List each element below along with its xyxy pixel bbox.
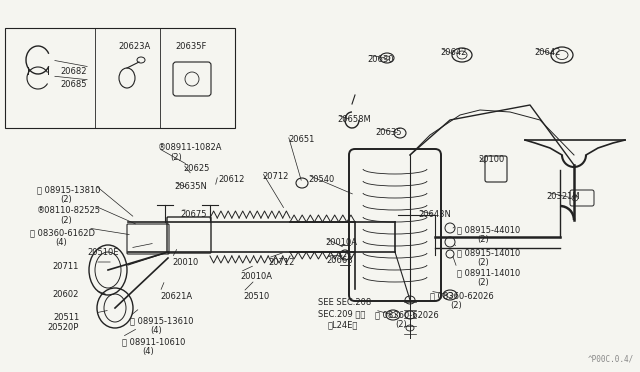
Text: Ⓟ 08915-14010: Ⓟ 08915-14010 xyxy=(457,248,520,257)
Text: Ⓝ 08915-13810: Ⓝ 08915-13810 xyxy=(37,185,100,194)
Text: 20651: 20651 xyxy=(288,135,314,144)
Text: (2): (2) xyxy=(477,258,489,267)
Text: (2): (2) xyxy=(60,216,72,225)
Text: 20612: 20612 xyxy=(218,175,244,184)
Text: 20010A: 20010A xyxy=(240,272,272,281)
Text: 20675: 20675 xyxy=(180,210,207,219)
Text: 20635: 20635 xyxy=(375,128,401,137)
Text: 20540: 20540 xyxy=(308,175,334,184)
Text: Ⓟ 08915-13610: Ⓟ 08915-13610 xyxy=(130,316,193,325)
Text: (2): (2) xyxy=(450,301,461,310)
Text: 20621A: 20621A xyxy=(160,292,192,301)
Bar xyxy=(5,28,235,128)
Text: (2): (2) xyxy=(395,320,407,329)
Text: (4): (4) xyxy=(150,326,162,335)
Text: SEE SEC.208: SEE SEC.208 xyxy=(318,298,371,307)
Text: (4): (4) xyxy=(142,347,154,356)
Text: 20711: 20711 xyxy=(52,262,78,271)
Text: 20010: 20010 xyxy=(172,258,198,267)
Text: (2): (2) xyxy=(60,195,72,204)
Text: (2): (2) xyxy=(477,235,489,244)
Text: (2): (2) xyxy=(477,278,489,287)
Text: 20642: 20642 xyxy=(440,48,467,57)
Text: Ⓟ 08915-44010: Ⓟ 08915-44010 xyxy=(457,225,520,234)
Text: 20642: 20642 xyxy=(534,48,561,57)
Text: Ⓝ 08911-10610: Ⓝ 08911-10610 xyxy=(122,337,186,346)
Text: 20602: 20602 xyxy=(52,290,78,299)
Text: 20682: 20682 xyxy=(60,67,86,76)
Text: 20623A: 20623A xyxy=(118,42,150,51)
Text: 20712: 20712 xyxy=(262,172,289,181)
Text: ®08110-82525: ®08110-82525 xyxy=(37,206,101,215)
Text: Ⓢ 08360-62026: Ⓢ 08360-62026 xyxy=(375,310,439,319)
Text: 20100: 20100 xyxy=(478,155,504,164)
Text: 20685: 20685 xyxy=(60,80,86,89)
Text: 20643N: 20643N xyxy=(418,210,451,219)
Text: ®08911-1082A: ®08911-1082A xyxy=(158,143,223,152)
Text: Ⓢ 08360-6162D: Ⓢ 08360-6162D xyxy=(30,228,95,237)
Text: Ⓝ 08911-14010: Ⓝ 08911-14010 xyxy=(457,268,520,277)
Text: （L24E）: （L24E） xyxy=(328,320,358,329)
Text: SEC.209 備考: SEC.209 備考 xyxy=(318,309,365,318)
Text: 20630: 20630 xyxy=(367,55,394,64)
Text: 20658M: 20658M xyxy=(337,115,371,124)
Text: 20010A: 20010A xyxy=(325,238,357,247)
Text: 20635F: 20635F xyxy=(175,42,206,51)
Text: (4): (4) xyxy=(55,238,67,247)
Text: Ⓢ 08360-62026: Ⓢ 08360-62026 xyxy=(430,291,493,300)
Text: 20668: 20668 xyxy=(326,256,353,265)
Text: 20520P: 20520P xyxy=(47,323,78,332)
Text: 20625: 20625 xyxy=(183,164,209,173)
Text: 20321M: 20321M xyxy=(546,192,580,201)
Text: 20635N: 20635N xyxy=(174,182,207,191)
Text: ^P00C.0.4/: ^P00C.0.4/ xyxy=(588,355,634,364)
Text: 20511: 20511 xyxy=(53,313,79,322)
Text: (2): (2) xyxy=(170,153,182,162)
Text: 20510: 20510 xyxy=(243,292,269,301)
Text: 20712: 20712 xyxy=(268,258,294,267)
Text: 20510E: 20510E xyxy=(87,248,118,257)
